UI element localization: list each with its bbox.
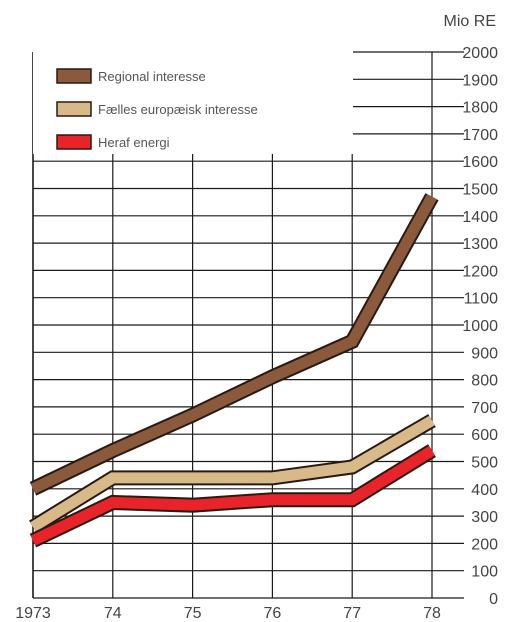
x-axis-ticks: 1973 74 75 76 77 78 <box>15 605 441 622</box>
x-tick-label-78: 78 <box>423 605 441 622</box>
legend-label-0: Regional interesse <box>98 69 206 84</box>
y-tick-label-700: 700 <box>471 400 498 417</box>
x-tick-label-75: 75 <box>184 605 202 622</box>
y-tick-label-100: 100 <box>471 564 498 581</box>
y-tick-label-1700: 1700 <box>462 127 498 144</box>
y-tick-label-200: 200 <box>471 536 498 553</box>
y-tick-label-1100: 1100 <box>464 291 499 308</box>
y-tick-label-1800: 1800 <box>462 100 498 117</box>
legend-swatch-0 <box>56 68 92 84</box>
series-layer <box>29 193 439 548</box>
y-tick-label-400: 400 <box>471 482 498 499</box>
legend-swatch-1 <box>56 101 92 117</box>
x-tick-label-74: 74 <box>104 605 122 622</box>
y-tick-label-500: 500 <box>471 455 498 472</box>
y-tick-label-300: 300 <box>471 509 498 526</box>
series-line-0 <box>30 194 437 494</box>
x-tick-label-76: 76 <box>264 605 282 622</box>
y-tick-label-1000: 1000 <box>462 318 498 335</box>
y-tick-label-1900: 1900 <box>462 72 498 89</box>
legend: Regional interesse Fælles europæisk inter… <box>33 46 353 154</box>
legend-swatch-2 <box>56 134 92 150</box>
y-tick-label-1500: 1500 <box>462 182 498 199</box>
y-tick-label-1600: 1600 <box>462 154 498 171</box>
legend-label-2: Heraf energi <box>98 135 170 150</box>
legend-label-1: Fælles europæisk interesse <box>98 102 258 117</box>
y-tick-label-2000: 2000 <box>462 45 498 62</box>
y-tick-label-900: 900 <box>471 345 498 362</box>
y-tick-label-800: 800 <box>471 373 498 390</box>
y-tick-label-600: 600 <box>471 427 498 444</box>
y-tick-label-1400: 1400 <box>462 209 498 226</box>
x-tick-label-1973: 1973 <box>15 605 51 622</box>
y-axis-ticks: 0 100 200 300 400 500 600 700 800 900 1000 1100 1200… <box>462 45 498 608</box>
y-tick-label-1200: 1200 <box>462 263 498 280</box>
x-tick-label-77: 77 <box>343 605 361 622</box>
y-tick-label-0: 0 <box>489 591 498 608</box>
y-tick-label-1300: 1300 <box>462 236 498 253</box>
series-line-1 <box>30 415 435 532</box>
series-outline-0 <box>29 193 439 496</box>
series-line-2 <box>30 445 435 546</box>
y-axis-unit-label: Mio RE <box>444 13 496 30</box>
